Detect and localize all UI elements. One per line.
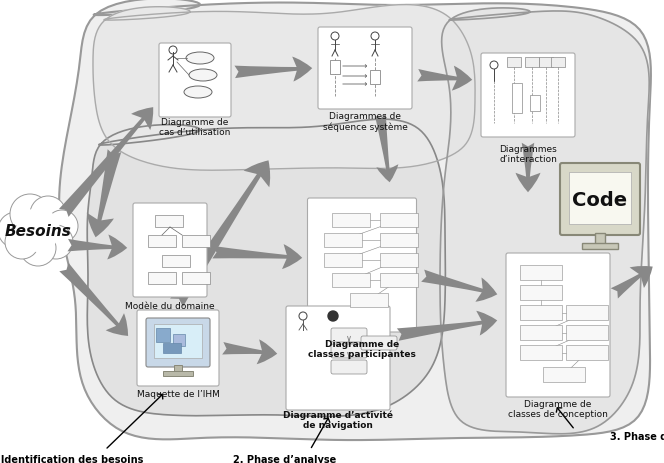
Bar <box>520 325 562 340</box>
Polygon shape <box>440 8 649 434</box>
FancyBboxPatch shape <box>331 328 367 342</box>
Circle shape <box>30 196 66 232</box>
Bar <box>174 365 182 373</box>
FancyBboxPatch shape <box>307 198 416 332</box>
Text: Diagramme de
cas d’utilisation: Diagramme de cas d’utilisation <box>159 118 230 138</box>
Bar <box>148 272 176 284</box>
FancyBboxPatch shape <box>560 163 640 235</box>
FancyBboxPatch shape <box>318 27 412 109</box>
Polygon shape <box>93 5 475 170</box>
Text: 2. Phase d’analyse: 2. Phase d’analyse <box>233 455 337 463</box>
Bar <box>520 345 562 360</box>
Bar <box>182 272 210 284</box>
Text: Modèle du domaine: Modèle du domaine <box>125 302 215 311</box>
Ellipse shape <box>186 52 214 64</box>
Text: Diagramme d’activité
de navigation: Diagramme d’activité de navigation <box>283 410 393 430</box>
Bar <box>539 57 553 67</box>
Polygon shape <box>87 119 446 416</box>
Bar <box>380 213 418 227</box>
Bar <box>520 285 562 300</box>
FancyBboxPatch shape <box>331 344 367 358</box>
Text: Maquette de l’IHM: Maquette de l’IHM <box>137 390 219 399</box>
Bar <box>380 233 418 247</box>
Bar <box>530 95 540 111</box>
Bar <box>162 255 190 267</box>
Bar <box>332 273 370 287</box>
Text: 3. Phase de conception: 3. Phase de conception <box>610 432 664 442</box>
Circle shape <box>328 311 338 321</box>
Bar <box>582 243 618 249</box>
Bar <box>324 253 362 267</box>
FancyBboxPatch shape <box>506 253 610 397</box>
Bar <box>324 233 362 247</box>
Circle shape <box>16 208 60 252</box>
Ellipse shape <box>189 69 217 81</box>
Bar <box>595 233 605 245</box>
Bar <box>182 235 210 247</box>
FancyBboxPatch shape <box>331 360 367 374</box>
Bar <box>350 293 388 307</box>
Bar <box>551 57 565 67</box>
Bar <box>566 325 608 340</box>
Bar <box>148 235 176 247</box>
Bar <box>507 57 521 67</box>
Bar <box>332 213 370 227</box>
FancyBboxPatch shape <box>159 43 231 117</box>
Text: Diagrammes de
séquence système: Diagrammes de séquence système <box>323 112 408 132</box>
FancyBboxPatch shape <box>154 324 202 358</box>
Text: Diagramme de
classes de conception: Diagramme de classes de conception <box>508 400 608 419</box>
FancyBboxPatch shape <box>286 306 390 410</box>
FancyBboxPatch shape <box>569 172 631 224</box>
Bar <box>155 215 183 227</box>
FancyBboxPatch shape <box>137 310 219 386</box>
Circle shape <box>39 225 73 259</box>
Circle shape <box>46 210 78 242</box>
Bar <box>566 345 608 360</box>
Bar <box>520 265 562 280</box>
Circle shape <box>0 212 34 248</box>
Bar <box>370 70 380 84</box>
Bar <box>163 343 181 353</box>
Bar <box>525 57 539 67</box>
Bar <box>512 83 522 113</box>
Bar <box>163 371 193 376</box>
Bar <box>380 273 418 287</box>
Text: Besoins: Besoins <box>5 225 72 239</box>
Ellipse shape <box>184 86 212 98</box>
Bar <box>156 328 170 342</box>
Text: Code: Code <box>572 190 627 209</box>
Bar <box>173 334 185 346</box>
Text: Diagrammes
d’interaction: Diagrammes d’interaction <box>499 145 557 164</box>
Circle shape <box>5 225 39 259</box>
Circle shape <box>20 230 56 266</box>
Polygon shape <box>59 0 651 440</box>
FancyBboxPatch shape <box>146 318 210 367</box>
Bar <box>543 367 585 382</box>
Text: Diagramme de
classes participantes: Diagramme de classes participantes <box>308 340 416 359</box>
Bar <box>330 60 340 74</box>
FancyBboxPatch shape <box>481 53 575 137</box>
Text: 1. Identification des besoins: 1. Identification des besoins <box>0 455 143 463</box>
Circle shape <box>10 194 50 234</box>
Bar <box>520 305 562 320</box>
FancyBboxPatch shape <box>133 203 207 297</box>
Bar <box>566 305 608 320</box>
Bar <box>380 253 418 267</box>
FancyBboxPatch shape <box>361 336 397 350</box>
